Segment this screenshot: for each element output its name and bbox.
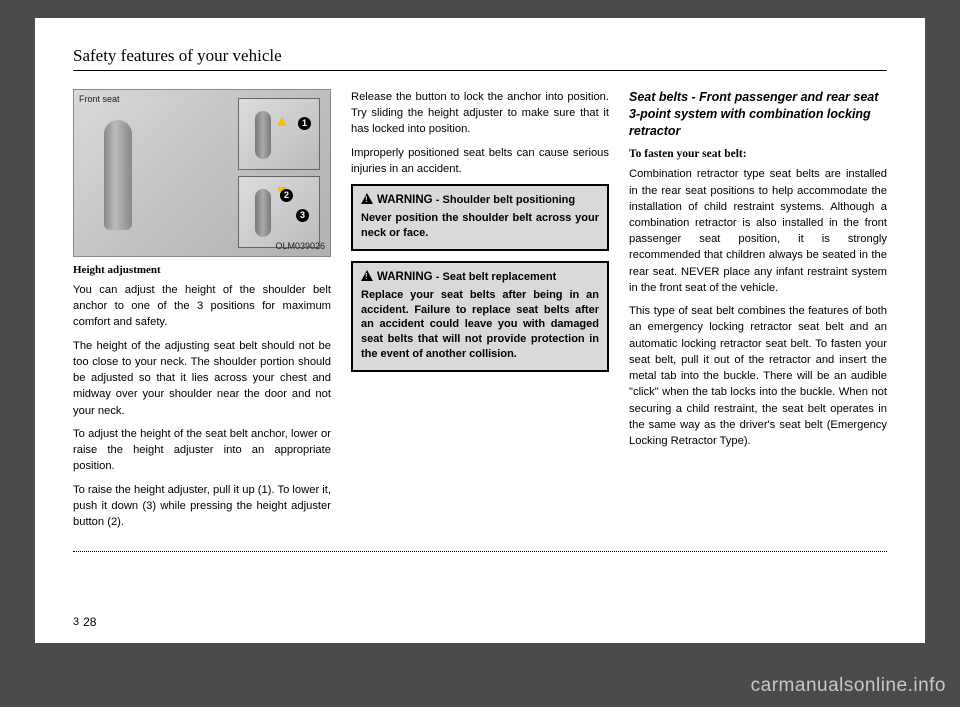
badge-3: 3 <box>296 209 309 222</box>
body-text: To adjust the height of the seat belt an… <box>73 426 331 475</box>
warning-subtitle: - Shoulder belt positioning <box>436 194 575 206</box>
arrow-up-icon <box>277 117 287 126</box>
warning-text: Never position the shoulder belt across … <box>361 211 599 241</box>
figure-inset-2: 2 3 <box>238 176 320 248</box>
figure-caption: Height adjustment <box>73 263 331 279</box>
warning-heading: WARNING - Seat belt replacement <box>361 269 599 286</box>
body-text: You can adjust the height of the shoulde… <box>73 282 331 331</box>
figure-label-top: Front seat <box>79 93 120 106</box>
warning-label: WARNING <box>377 194 433 206</box>
belt-main-graphic <box>104 120 132 230</box>
body-text: To raise the height adjuster, pull it up… <box>73 482 331 531</box>
body-text: Combination retractor type seat belts ar… <box>629 166 887 296</box>
warning-triangle-icon <box>361 270 373 281</box>
warning-label: WARNING <box>377 271 433 283</box>
column-1: Front seat 1 2 3 OLM039026 Height adjust… <box>73 89 331 537</box>
figure-inset-1: 1 <box>238 98 320 170</box>
height-adjust-figure: Front seat 1 2 3 OLM039026 <box>73 89 331 257</box>
column-2: Release the button to lock the anchor in… <box>351 89 609 537</box>
badge-1: 1 <box>298 117 311 130</box>
warning-text: Replace your seat belts after being in a… <box>361 288 599 362</box>
page-number: 3 28 <box>73 615 96 629</box>
body-text: The height of the adjusting seat belt sh… <box>73 338 331 419</box>
footer-rule <box>73 551 887 552</box>
section-subhead: Seat belts - Front passenger and rear se… <box>629 89 887 140</box>
warning-box-shoulder: WARNING - Shoulder belt positioning Neve… <box>351 184 609 251</box>
inset-slot <box>255 189 271 237</box>
section-number: 3 <box>73 616 79 628</box>
figure-label-bottom: OLM039026 <box>275 240 325 253</box>
body-text: This type of seat belt combines the feat… <box>629 303 887 449</box>
page-number-value: 28 <box>83 615 96 629</box>
warning-triangle-icon <box>361 193 373 204</box>
body-text: Improperly positioned seat belts can cau… <box>351 145 609 177</box>
watermark: carmanualsonline.info <box>751 675 946 697</box>
warning-heading: WARNING - Shoulder belt positioning <box>361 192 599 209</box>
warning-subtitle: - Seat belt replacement <box>436 271 556 283</box>
column-3: Seat belts - Front passenger and rear se… <box>629 89 887 537</box>
body-text: Release the button to lock the anchor in… <box>351 89 609 138</box>
section-subhead-2: To fasten your seat belt: <box>629 146 887 163</box>
warning-box-replacement: WARNING - Seat belt replacement Replace … <box>351 261 609 372</box>
inset-slot <box>255 111 271 159</box>
manual-page: Safety features of your vehicle Front se… <box>35 18 925 643</box>
badge-2: 2 <box>280 189 293 202</box>
header-rule <box>73 70 887 71</box>
page-header: Safety features of your vehicle <box>73 46 887 66</box>
content-columns: Front seat 1 2 3 OLM039026 Height adjust… <box>73 89 887 537</box>
